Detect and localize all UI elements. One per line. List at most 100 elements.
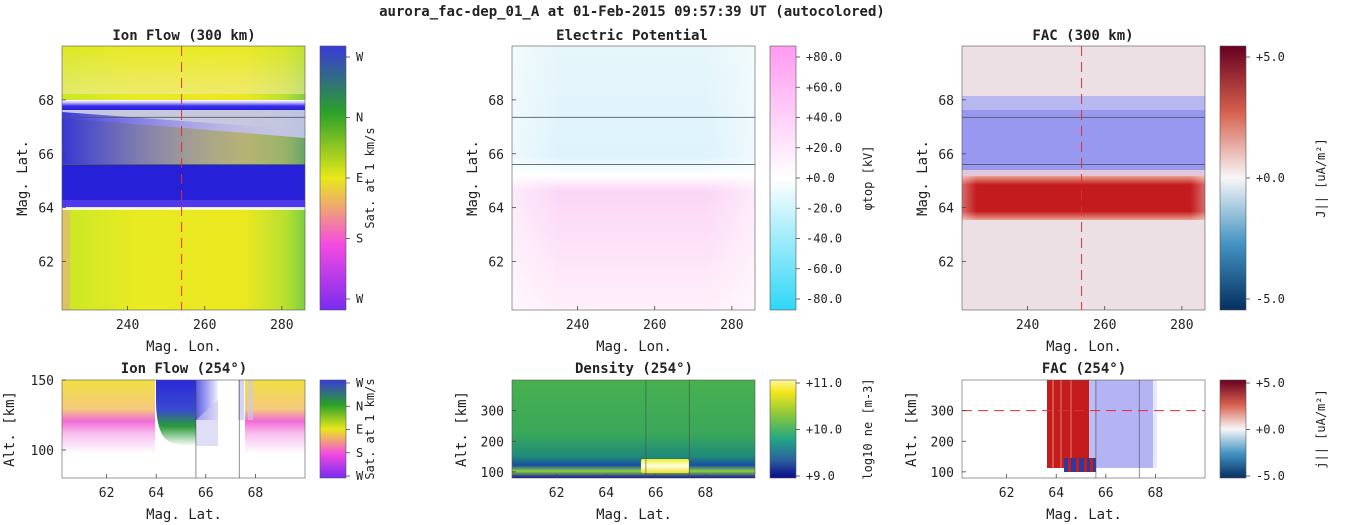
y-tick-label: 64 xyxy=(488,202,504,217)
colorbar-tick-label: +11.0 xyxy=(806,376,842,390)
potential-map-colorbar xyxy=(769,45,797,311)
colorbar-tick-label: +5.0 xyxy=(1256,50,1285,64)
y-tick-label: 66 xyxy=(38,148,54,163)
ionflow-map-panel: Ion Flow (300 km) 240 260 280 62 64 66 68 Mag.… xyxy=(15,28,377,355)
y-tick-label: 100 xyxy=(31,444,54,459)
colorbar-tick-label: +0.0 xyxy=(806,171,835,185)
ionflow-map-title: Ion Flow (300 km) xyxy=(112,28,255,44)
colorbar-tick-label: S xyxy=(356,446,363,460)
density-slice-plot xyxy=(512,380,755,478)
potential-map-title: Electric Potential xyxy=(556,28,708,44)
colorbar-tick-label: -60.0 xyxy=(806,262,842,276)
x-tick-label: 68 xyxy=(1148,486,1164,501)
density-slice-colorbar xyxy=(769,379,797,479)
colorbar-tick-label: W xyxy=(356,469,364,483)
colorbar-tick-label: -20.0 xyxy=(806,201,842,215)
colorbar-tick-label: W xyxy=(356,376,364,390)
ionflow-map-refs xyxy=(62,46,305,310)
y-tick-label: 200 xyxy=(931,435,954,450)
fac-map-axes: 240 260 280 62 64 66 68 xyxy=(938,94,1193,333)
ionflow-slice-panel: Ion Flow (254°) 62 64 66 68 100 150 Mag. Lat.… xyxy=(2,361,377,523)
ionflow-slice-refs xyxy=(195,380,240,478)
colorbar-tick-label: W xyxy=(356,50,364,64)
y-tick-label: 62 xyxy=(38,256,54,271)
colorbar-tick-label: -5.0 xyxy=(1256,469,1285,483)
fac-slice-axes: 62 64 66 68 100 200 300 xyxy=(931,405,1164,501)
x-tick-label: 68 xyxy=(698,486,714,501)
density-slice-panel: Density (254°) 62 64 66 68 100 200 300 Mag. La… xyxy=(454,361,875,523)
ionflow-map-colorbar-label: Sat. at 1 km/s xyxy=(363,127,377,228)
fac-slice-panel: FAC (254°) 62 64 66 68 100 200 300 Mag. Lat. A… xyxy=(904,361,1328,523)
x-tick-label: 66 xyxy=(198,486,214,501)
x-tick-label: 64 xyxy=(148,486,164,501)
x-tick-label: 64 xyxy=(1048,486,1064,501)
fac-slice-title: FAC (254°) xyxy=(1042,361,1126,377)
x-tick-label: 62 xyxy=(999,486,1015,501)
y-tick-label: 68 xyxy=(488,94,504,109)
fac-map-panel: FAC (300 km) 240 260 280 62 64 66 68 Mag. Lon.… xyxy=(915,28,1328,355)
y-tick-label: 200 xyxy=(481,435,504,450)
ionflow-map-axes: 240 260 280 62 64 66 68 xyxy=(38,94,293,333)
x-tick-label: 62 xyxy=(549,486,565,501)
x-tick-label: 64 xyxy=(598,486,614,501)
density-slice-colorbar-ticks: +11.0 +10.0 +9.0 xyxy=(796,376,842,483)
y-tick-label: 64 xyxy=(938,202,954,217)
colorbar-tick-label: -5.0 xyxy=(1256,292,1285,306)
potential-map-colorbar-ticks: +80.0 +60.0 +40.0 +20.0 +0.0 -20.0 -40.0 -60.0 -… xyxy=(796,50,842,306)
x-tick-label: 240 xyxy=(116,318,139,333)
ionflow-slice-ylabel: Alt. [km] xyxy=(2,391,18,467)
y-tick-label: 150 xyxy=(31,374,54,389)
fac-slice-plot xyxy=(962,380,1205,478)
colorbar-tick-label: +10.0 xyxy=(806,423,842,437)
potential-map-colorbar-label: φtop [kV] xyxy=(861,145,875,210)
potential-map-refs xyxy=(512,116,755,166)
ionflow-map-colorbar xyxy=(319,45,347,311)
colorbar-tick-label: -40.0 xyxy=(806,232,842,246)
x-tick-label: 240 xyxy=(566,318,589,333)
fac-map-refs xyxy=(962,46,1205,310)
ionflow-map-xlabel: Mag. Lon. xyxy=(146,339,222,355)
fac-map-xlabel: Mag. Lon. xyxy=(1046,339,1122,355)
fac-slice-ylabel: Alt. [km] xyxy=(904,391,920,467)
fac-map-colorbar-ticks: +5.0 +0.0 -5.0 xyxy=(1246,50,1285,306)
x-tick-label: 260 xyxy=(643,318,666,333)
y-tick-label: 66 xyxy=(938,148,954,163)
colorbar-tick-label: +40.0 xyxy=(806,111,842,125)
density-slice-title: Density (254°) xyxy=(575,361,693,377)
density-slice-refs xyxy=(645,380,690,478)
ionflow-slice-colorbar xyxy=(319,379,347,479)
x-tick-label: 280 xyxy=(1170,318,1193,333)
fac-map-title: FAC (300 km) xyxy=(1032,28,1133,44)
colorbar-tick-label: +9.0 xyxy=(806,469,835,483)
colorbar-tick-label: N xyxy=(356,399,363,413)
x-tick-label: 260 xyxy=(193,318,216,333)
fac-slice-xlabel: Mag. Lat. xyxy=(1046,507,1122,523)
ionflow-slice-xlabel: Mag. Lat. xyxy=(146,507,222,523)
ionflow-slice-plot xyxy=(62,380,305,478)
y-tick-label: 300 xyxy=(931,405,954,420)
x-tick-label: 280 xyxy=(720,318,743,333)
ionflow-map-colorbar-ticks: W N E S W xyxy=(346,50,364,306)
density-slice-axes: 62 64 66 68 100 200 300 xyxy=(481,405,714,501)
figure-title: aurora_fac-dep_01_A at 01-Feb-2015 09:57… xyxy=(379,4,885,20)
colorbar-tick-label: +80.0 xyxy=(806,50,842,64)
colorbar-tick-label: +20.0 xyxy=(806,141,842,155)
fac-map-ylabel: Mag. Lat. xyxy=(915,140,931,216)
x-tick-label: 66 xyxy=(1098,486,1114,501)
fac-map-colorbar xyxy=(1219,45,1247,311)
colorbar-tick-label: +0.0 xyxy=(1256,423,1285,437)
fac-slice-colorbar-ticks: +5.0 +0.0 -5.0 xyxy=(1246,376,1285,483)
x-tick-label: 260 xyxy=(1093,318,1116,333)
density-slice-colorbar-label: log10 ne [m-3] xyxy=(861,378,875,479)
potential-map-axes: 240 260 280 62 64 66 68 xyxy=(488,94,743,333)
colorbar-tick-label: N xyxy=(356,111,363,125)
y-tick-label: 62 xyxy=(938,256,954,271)
x-tick-label: 62 xyxy=(99,486,115,501)
y-tick-label: 64 xyxy=(38,202,54,217)
potential-map-panel: Electric Potential 240 260 280 62 64 66 68 Mag… xyxy=(465,28,875,355)
colorbar-tick-label: +60.0 xyxy=(806,80,842,94)
x-tick-label: 280 xyxy=(270,318,293,333)
fac-slice-refs xyxy=(962,380,1205,478)
